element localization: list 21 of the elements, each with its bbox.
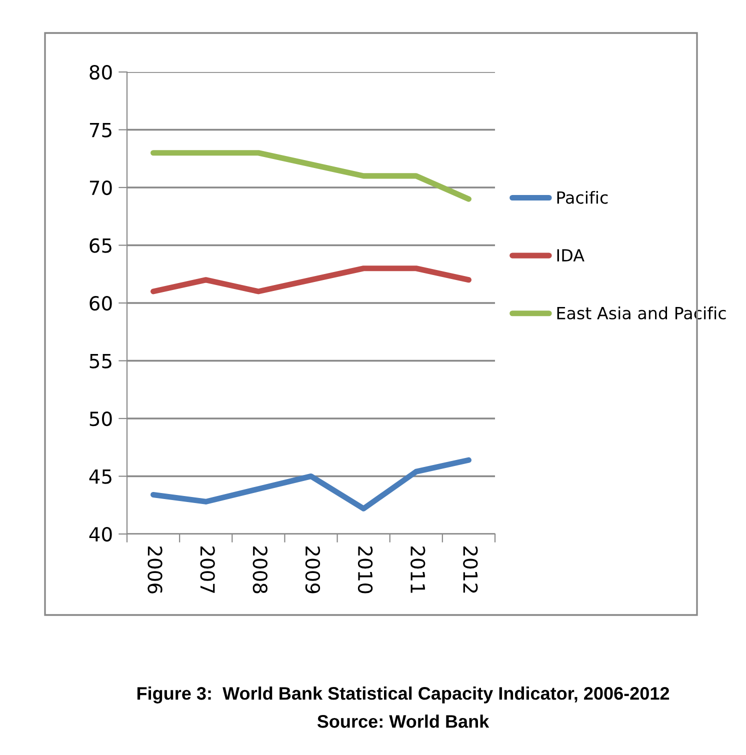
y-tick-label: 45 [89, 469, 112, 484]
x-tick-label: 2008 [252, 546, 268, 594]
x-tick-label: 2009 [305, 546, 320, 594]
x-tick-label: 2006 [148, 546, 162, 594]
x-tick-label: 2012 [463, 546, 478, 593]
x-tick-label: 2011 [410, 546, 426, 593]
x-tick-label: 2010 [358, 546, 373, 594]
y-tick-label: 50 [90, 411, 112, 426]
legend-label: Pacific [557, 190, 608, 204]
source-note: Source: World Bank [317, 714, 490, 728]
y-tick-label: 55 [90, 354, 112, 368]
y-tick-label: 65 [90, 238, 112, 253]
y-tick-label: 70 [90, 180, 112, 196]
x-tick-label: 2007 [200, 546, 215, 593]
y-tick-label: 75 [90, 122, 112, 138]
y-tick-label: 40 [89, 526, 112, 542]
y-tick-label: 80 [90, 64, 112, 80]
legend-label: IDA [557, 249, 584, 262]
y-tick-label: 60 [90, 296, 112, 311]
caption: Figure 3: World Bank Statistical Capacity Indicator, 2006-2012 [137, 686, 670, 704]
legend-label: East Asia and Pacific [557, 306, 726, 320]
